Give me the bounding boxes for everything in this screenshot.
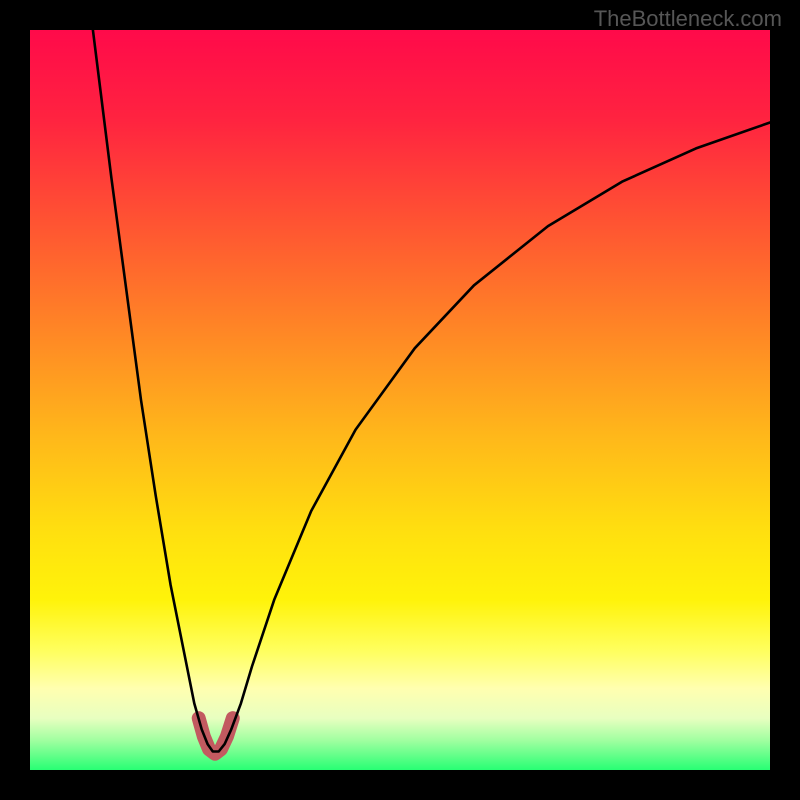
chart-svg <box>0 0 800 800</box>
watermark-text: TheBottleneck.com <box>594 6 782 32</box>
bottleneck-chart: TheBottleneck.com <box>0 0 800 800</box>
